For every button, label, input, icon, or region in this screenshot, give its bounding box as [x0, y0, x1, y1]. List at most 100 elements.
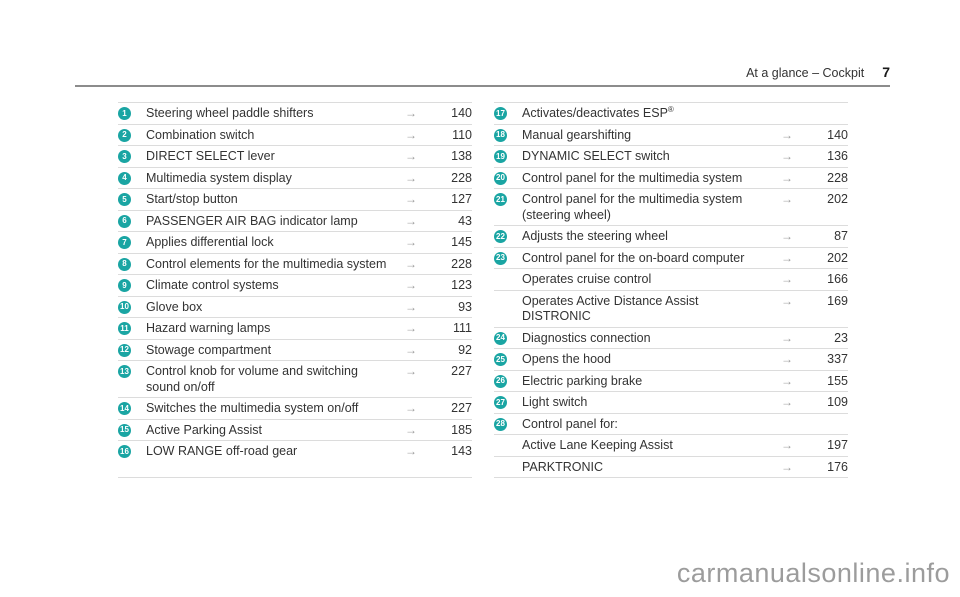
item-number-cell: 2: [118, 128, 146, 142]
item-label: Operates Active Distance Assist DISTRONI…: [522, 293, 699, 324]
index-item-14: 14 Switches the multimedia system on/off →…: [118, 397, 472, 419]
item-number-cell: [494, 460, 522, 461]
page-reference-arrow-icon: →: [781, 272, 793, 286]
page-reference-arrow-icon: →: [781, 149, 793, 163]
item-label: Switches the multimedia system on/off: [146, 401, 359, 415]
page-reference-number: 43: [458, 213, 472, 228]
item-number-badge: 23: [494, 251, 507, 265]
registered-trademark-symbol: ®: [667, 104, 674, 114]
page-reference-arrow-icon: →: [405, 444, 417, 458]
item-label: Combination switch: [146, 127, 255, 142]
item-label: Adjusts the steering wheel: [522, 229, 668, 243]
item-number-cell: 24: [494, 331, 522, 345]
page-reference-number: 228: [451, 170, 472, 185]
item-number-badge: 8: [118, 257, 131, 271]
item-label: Hazard warning lamps: [146, 321, 271, 335]
item-number-badge: 1: [118, 107, 131, 120]
item-label: Control panel for the multimedia system …: [522, 192, 743, 222]
page-reference-number: 227: [451, 401, 472, 415]
page-reference-arrow-icon: →: [405, 192, 417, 206]
page-reference-arrow-icon: →: [405, 364, 417, 378]
item-label: Climate control systems: [146, 278, 279, 292]
index-item-2: 2 Combination switch → 110: [118, 123, 472, 146]
item-label: PASSENGER AIR BAG indicator lamp: [146, 213, 358, 228]
item-label: Control panel for the multimedia system: [522, 170, 743, 185]
item-label: Multimedia system display: [146, 170, 292, 185]
page-reference-number: 87: [834, 229, 848, 243]
item-number-badge: 28: [494, 417, 507, 431]
index-sub-item: PARKTRONIC → 176: [494, 455, 848, 478]
page-reference-number: 202: [827, 250, 848, 265]
page-reference-number: 227: [451, 364, 472, 378]
page-reference-number: 197: [827, 438, 848, 452]
index-item-18: 18 Manual gearshifting → 140: [494, 123, 848, 146]
item-number-badge: 16: [118, 445, 131, 458]
item-number-badge: 6: [118, 214, 131, 228]
item-label: DIRECT SELECT lever: [146, 149, 275, 163]
item-number-badge: 7: [118, 236, 131, 249]
item-number-cell: [494, 438, 522, 439]
item-number-cell: 13: [118, 364, 146, 378]
item-label: Control panel for the on-board computer: [522, 250, 745, 265]
page-reference-arrow-icon: →: [405, 422, 417, 437]
index-item-17: 17 Activates/deactivates ESP®: [494, 102, 848, 124]
item-label: Operates cruise control: [522, 272, 652, 286]
item-number-badge: 18: [494, 128, 507, 142]
item-label: Activates/deactivates ESP®: [522, 104, 674, 120]
page-reference-number: 136: [827, 149, 848, 163]
index-item-1: 1 Steering wheel paddle shifters → 140: [118, 102, 472, 124]
page-reference-arrow-icon: →: [405, 149, 417, 163]
item-number-badge: 5: [118, 193, 131, 206]
page-reference-number: 155: [827, 373, 848, 388]
page-reference-number: 123: [451, 278, 472, 292]
page-reference-number: 110: [452, 127, 472, 142]
page-reference-arrow-icon: →: [405, 256, 417, 271]
index-sub-item: Operates cruise control → 166: [494, 268, 848, 290]
page-reference-number: 228: [451, 256, 472, 271]
page-reference-arrow-icon: →: [781, 330, 793, 345]
page-reference-arrow-icon: →: [781, 352, 793, 366]
item-number-cell: 3: [118, 149, 146, 163]
item-number-cell: [494, 294, 522, 295]
page-reference-arrow-icon: →: [405, 342, 417, 357]
item-label: Opens the hood: [522, 352, 611, 366]
item-number-badge: 10: [118, 300, 131, 314]
item-number-cell: 6: [118, 214, 146, 228]
item-label: Light switch: [522, 395, 588, 409]
index-item-23: 23 Control panel for the on-board compute…: [494, 246, 848, 269]
item-label: PARKTRONIC: [522, 459, 604, 474]
item-number-cell: 20: [494, 171, 522, 185]
item-number-cell: 15: [118, 423, 146, 437]
page-reference-number: 143: [451, 444, 472, 458]
item-number-cell: 8: [118, 257, 146, 271]
page-reference-number: 202: [827, 192, 848, 206]
index-item-12: 12 Stowage compartment → 92: [118, 338, 472, 361]
index-column-left: 1 Steering wheel paddle shifters → 140 2 Comb…: [118, 102, 472, 478]
index-item-20: 20 Control panel for the multimedia syste…: [494, 166, 848, 189]
item-number-badge: 27: [494, 396, 507, 409]
index-column-right: 17 Activates/deactivates ESP® 18 Manual gea…: [494, 102, 848, 478]
index-item-21: 21 Control panel for the multimedia syste…: [494, 188, 848, 225]
item-number-badge: 2: [118, 128, 131, 142]
item-number-cell: 5: [118, 192, 146, 206]
index-item-10: 10 Glove box → 93: [118, 295, 472, 318]
page-reference-number: 228: [827, 170, 848, 185]
item-number-cell: 23: [494, 251, 522, 265]
item-label: Control knob for volume and switching so…: [146, 364, 358, 394]
index-item-19: 19 DYNAMIC SELECT switch → 136: [494, 145, 848, 167]
page-reference-number: 337: [827, 352, 848, 366]
item-number-cell: 17: [494, 106, 522, 120]
item-number-cell: 25: [494, 352, 522, 366]
item-label: Stowage compartment: [146, 342, 272, 357]
item-label: LOW RANGE off-road gear: [146, 444, 298, 458]
index-item-16: 16 LOW RANGE off-road gear → 143: [118, 440, 472, 462]
page-reference-number: 169: [827, 293, 848, 308]
item-label: Active Lane Keeping Assist: [522, 438, 673, 452]
item-number-badge: 13: [118, 365, 131, 378]
item-number-badge: 14: [118, 402, 131, 415]
item-number-badge: 3: [118, 150, 131, 163]
index-item-22: 22 Adjusts the steering wheel → 87: [494, 225, 848, 247]
item-label: Steering wheel paddle shifters: [146, 106, 314, 120]
index-item-8: 8 Control elements for the multimedia sys…: [118, 252, 472, 275]
page-reference-number: 140: [827, 127, 848, 142]
